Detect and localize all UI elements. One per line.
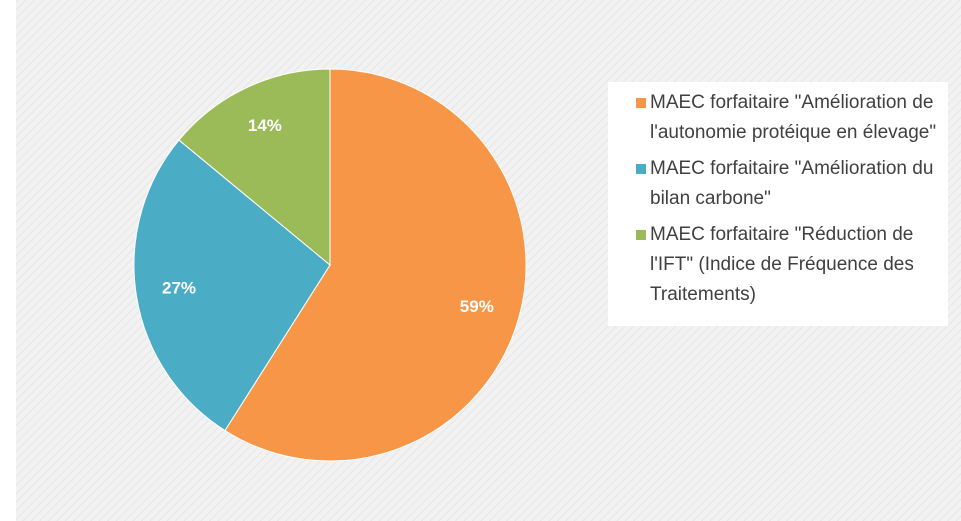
legend-label: MAEC forfaitaire "Amélioration du bilan … [650, 158, 934, 209]
data-label: 14% [248, 116, 282, 135]
pie-slice [133, 139, 331, 432]
legend-swatch [636, 230, 646, 240]
data-label: 27% [162, 278, 196, 297]
pie-slice [224, 68, 527, 462]
legend-swatch [636, 164, 646, 174]
legend-label: MAEC forfaitaire "Amélioration de l'auto… [650, 92, 937, 143]
legend-item: MAEC forfaitaire "Réduction de l'IFT" (I… [608, 220, 940, 310]
legend-item: MAEC forfaitaire "Amélioration de l'auto… [608, 88, 940, 148]
data-label: 59% [460, 297, 494, 316]
legend-item: MAEC forfaitaire "Amélioration du bilan … [608, 154, 940, 214]
legend-swatch [636, 98, 646, 108]
pie-slice [178, 68, 331, 267]
legend-label: MAEC forfaitaire "Réduction de l'IFT" (I… [650, 224, 914, 305]
legend: MAEC forfaitaire "Amélioration de l'auto… [608, 82, 948, 326]
